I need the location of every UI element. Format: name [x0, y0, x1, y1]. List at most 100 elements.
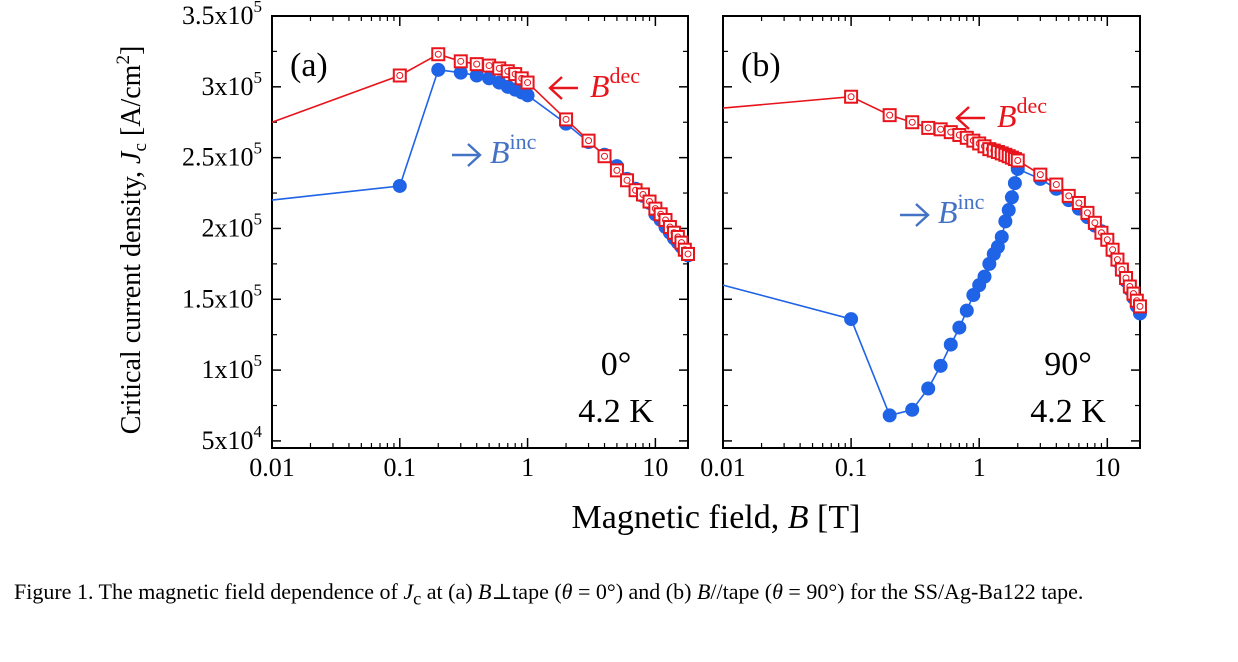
caption-jc-symbol: J	[403, 579, 414, 604]
caption-part: = 0°) and (b)	[572, 579, 697, 604]
x-tick-label: 0.01	[700, 453, 746, 482]
data-point-dec-inner	[457, 57, 465, 65]
data-point-dec-inner	[1103, 236, 1111, 244]
y-tick-label: 1.5x105	[182, 280, 262, 313]
data-point-inc	[994, 229, 1009, 244]
inc-label-sup: inc	[958, 189, 985, 214]
y-tick-mantissa: 1.5x10	[182, 284, 254, 313]
y-tick-mantissa: 3.5x10	[182, 1, 254, 30]
data-point-inc	[520, 88, 535, 103]
y-tick-exponent: 5	[254, 139, 263, 158]
x-axis-title: Magnetic field, B [T]	[572, 499, 861, 536]
inc-label: Binc	[490, 129, 537, 170]
data-point-dec-inner	[585, 137, 593, 145]
ylabel-subscript: c	[130, 143, 151, 151]
inc-arrow-head-icon	[467, 143, 482, 167]
y-tick-exponent: 5	[254, 280, 263, 299]
caption-theta-symbol: θ	[772, 579, 783, 604]
xlabel-symbol: B	[788, 499, 809, 536]
data-point-dec-inner	[937, 125, 945, 133]
data-point-dec-inner	[908, 118, 916, 126]
x-tick-label: 1	[521, 453, 534, 482]
caption-b-symbol: B	[478, 579, 492, 604]
data-point-inc	[977, 269, 992, 284]
y-tick-label: 2x105	[202, 209, 263, 242]
data-point-dec-inner	[1014, 156, 1022, 164]
data-point-dec-inner	[1109, 246, 1117, 254]
inc-label: Binc	[938, 189, 985, 230]
data-point-dec-inner	[434, 50, 442, 58]
xlabel-pre: Magnetic field,	[572, 499, 788, 536]
temperature-label: 4.2 K	[578, 393, 654, 430]
y-tick-mantissa: 1x10	[202, 355, 254, 384]
data-point-dec-inner	[684, 250, 692, 258]
dec-label-symbol: B	[590, 68, 610, 104]
y-tick-label: 2.5x105	[182, 139, 262, 172]
data-point-dec-inner	[1036, 171, 1044, 179]
data-point-dec-inner	[613, 166, 621, 174]
y-tick-exponent: 5	[254, 351, 263, 370]
x-tick-label: 1	[973, 453, 986, 482]
y-tick-mantissa: 3x10	[202, 72, 254, 101]
y-tick-exponent: 5	[254, 0, 263, 16]
caption-part: Figure 1. The magnetic field dependence …	[14, 579, 404, 604]
series-inc-line	[271, 68, 689, 256]
dec-arrow-head-icon	[955, 106, 970, 130]
inc-label-symbol: B	[938, 194, 958, 230]
y-tick-mantissa: 2.5x10	[182, 143, 254, 172]
x-tick-label: 10	[642, 453, 668, 482]
inc-arrow-head-icon	[915, 203, 930, 227]
data-point-dec-inner	[1113, 256, 1121, 264]
dec-label-sup: dec	[610, 63, 641, 88]
panel-label: (b)	[741, 47, 781, 84]
data-point-inc	[431, 62, 446, 77]
temperature-label: 4.2 K	[1030, 393, 1106, 430]
dec-label: Bdec	[590, 63, 640, 104]
y-tick-exponent: 5	[254, 209, 263, 228]
angle-label: 90°	[1044, 346, 1092, 383]
data-point-inc	[882, 408, 897, 423]
inc-label-symbol: B	[490, 134, 510, 170]
data-point-inc	[959, 303, 974, 318]
y-tick-exponent: 4	[254, 422, 263, 441]
y-tick-label: 1x105	[202, 351, 263, 384]
data-point-dec-inner	[1052, 181, 1060, 189]
y-tick-mantissa: 5x10	[202, 426, 254, 455]
data-point-inc	[844, 312, 859, 327]
dec-arrow-head-icon	[548, 76, 563, 100]
dec-label-sup: dec	[1017, 93, 1048, 118]
data-point-dec-inner	[601, 152, 609, 160]
x-tick-label: 0.01	[249, 453, 295, 482]
caption-b-symbol: B	[696, 579, 711, 604]
y-tick-label: 3x105	[202, 68, 263, 101]
caption-part: ⊥tape (	[491, 579, 562, 604]
data-point-dec-inner	[1075, 199, 1083, 207]
data-point-dec-inner	[1136, 302, 1144, 310]
data-point-dec-inner	[924, 124, 932, 132]
xlabel-unit: [T]	[809, 499, 861, 536]
data-point-dec-inner	[396, 71, 404, 79]
data-point-dec-inner	[1083, 209, 1091, 217]
data-point-dec-inner	[473, 60, 481, 68]
angle-label: 0°	[601, 346, 632, 383]
data-point-inc	[921, 381, 936, 396]
ylabel-symbol: J	[116, 150, 147, 164]
x-tick-label: 10	[1094, 453, 1120, 482]
panel-a: 5x1041x1051.5x1052x1052.5x1053x1053.5x10…	[182, 0, 695, 482]
x-tick-label: 0.1	[384, 453, 417, 482]
data-point-inc	[943, 337, 958, 352]
caption-part: //tape (	[710, 579, 773, 604]
data-point-inc	[933, 358, 948, 373]
data-point-inc	[1001, 203, 1016, 218]
y-axis-title: Critical current density, Jc [A/cm2]	[113, 46, 151, 435]
caption-part: at (a)	[421, 579, 479, 604]
data-point-dec-inner	[847, 93, 855, 101]
y-tick-label: 3.5x105	[182, 0, 262, 30]
caption-part: = 90°) for the SS/Ag-Ba122 tape.	[782, 579, 1084, 604]
data-point-inc	[952, 320, 967, 335]
data-point-inc	[905, 402, 920, 417]
data-point-dec-inner	[1091, 219, 1099, 227]
dec-label-symbol: B	[997, 98, 1017, 134]
y-tick-label: 5x104	[202, 422, 263, 455]
